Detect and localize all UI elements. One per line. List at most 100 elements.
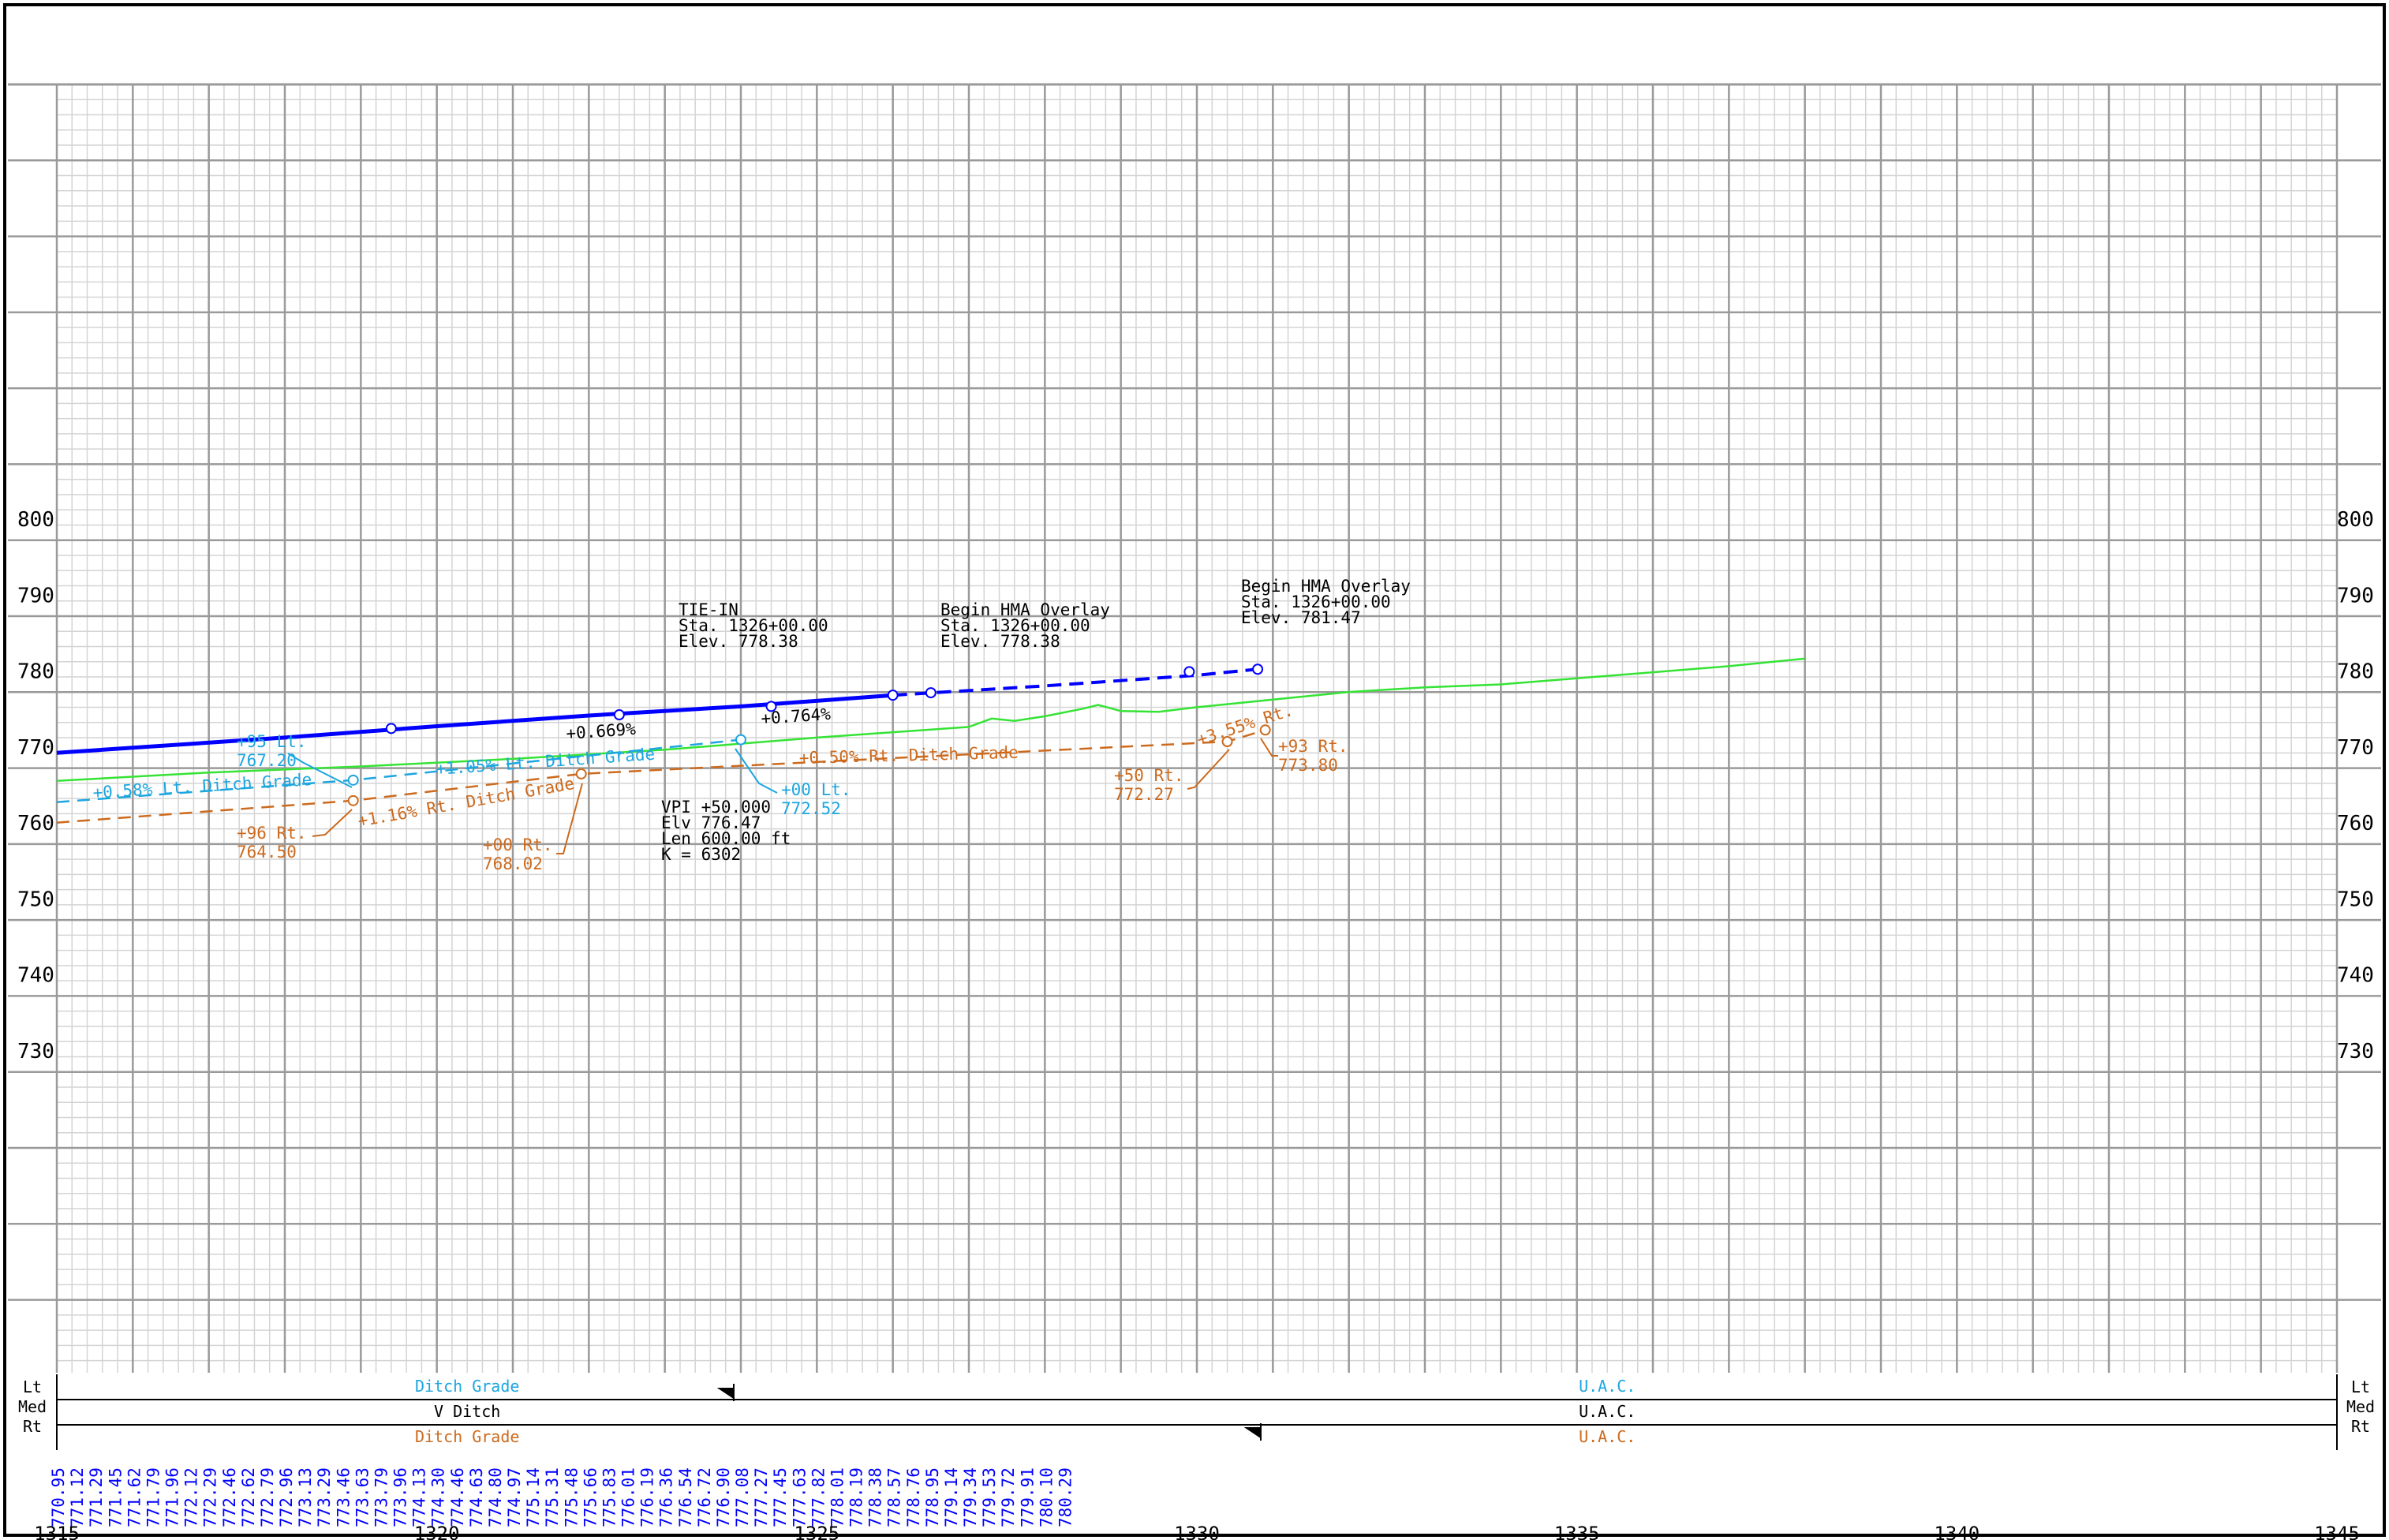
elevation-readout: 776.54 [676,1467,695,1527]
annotation-line: 772.27 [1114,785,1174,804]
elevation-readout: 773.96 [391,1467,410,1527]
y-tick-label-right: 770 [2337,736,2374,760]
annotation-leader [556,783,583,854]
x-tick-label: 1335 [1554,1523,1600,1540]
y-tick-label-right: 730 [2337,1040,2374,1063]
y-tick-label-left: 800 [17,508,54,532]
annotation: +50 Rt.772.27 [1114,766,1184,804]
proposed-overlay-line [892,667,1258,697]
elevation-readout: 777.82 [809,1467,828,1527]
ditch-table-entry: V Ditch [434,1402,500,1421]
x-tick-label: 1325 [794,1523,839,1540]
elevation-readout: 771.29 [87,1467,106,1527]
elevation-readout: 774.63 [467,1467,486,1527]
elevation-readout: 774.80 [486,1467,505,1527]
ditch-table-entry: Ditch Grade [415,1427,519,1446]
annotation-leaders [287,738,1278,854]
annotation-line: +50 Rt. [1114,766,1184,785]
ditch-table-entry: U.A.C. [1579,1402,1636,1421]
annotation: +0.669% [566,720,637,743]
y-axis-labels: 800 800 790 790 780 780 770 770 760 760 750 750 740 7… [17,508,2374,1063]
annotation-leader [312,809,353,837]
x-tick-label: 1345 [2314,1523,2360,1540]
elevation-readout: 779.72 [999,1467,1018,1527]
annotation-line: TIE-IN [679,600,738,619]
annotation-line: +96 Rt. [237,824,307,843]
annotation-line: 768.02 [483,854,543,873]
x-tick-label: 1330 [1174,1523,1220,1540]
y-tick-label-left: 740 [17,964,54,988]
grid [8,83,2381,1373]
elevation-readout: 779.14 [942,1467,961,1527]
elevation-readout: 780.10 [1037,1467,1056,1527]
annotation-line: +0.764% [761,705,832,728]
rt-ditch-marker [347,794,359,806]
lt-ditch-marker [347,774,359,786]
annotation-line: +1.05% Lt. Ditch Grade [436,745,656,779]
x-tick-label: 1315 [34,1523,80,1540]
elevation-readout: 775.31 [543,1467,562,1527]
annotation-line: +0.669% [566,720,637,743]
elevation-readout: 771.62 [125,1467,144,1527]
elevation-readout: 776.36 [657,1467,676,1527]
annotation: +95 Lt.767.20 [237,732,307,770]
elevation-readout: 775.83 [600,1467,619,1527]
y-tick-label-left: 780 [17,660,54,684]
ditch-row-label-right: Lt [2351,1377,2370,1396]
elevation-readout: 770.95 [49,1467,68,1527]
ditch-row-label-left: Lt [23,1377,42,1396]
ditch-row-label-left: Rt [23,1417,42,1436]
proposed-marker [385,723,397,734]
elevation-readout: 778.57 [885,1467,904,1527]
elevation-readout: 774.46 [448,1467,467,1527]
elevation-readout: 780.29 [1056,1467,1075,1527]
annotation-line: VPI +50.000 [661,798,771,817]
annotation-line: 772.52 [781,799,841,818]
elevation-readout: 778.19 [847,1467,866,1527]
elevation-readout: 777.08 [733,1467,752,1527]
ditch-row-label-right: Med [2346,1397,2375,1416]
y-tick-label-right: 740 [2337,964,2374,988]
annotation-line: Elev. 781.47 [1241,608,1361,627]
elevation-readout: 779.34 [961,1467,980,1527]
annotation: +00 Rt.768.02 [483,835,553,873]
annotation: +0.58% Lt. Ditch Grade [92,770,312,802]
profile-markers [347,663,1271,806]
y-tick-label-left: 790 [17,584,54,607]
rt-ditch-marker [575,768,587,779]
annotation-line: +00 Rt. [483,835,553,854]
ditch-table-entry: Ditch Grade [415,1377,519,1396]
y-tick-label-left: 770 [17,736,54,760]
elevation-readout: 778.01 [828,1467,847,1527]
annotation: +1.05% Lt. Ditch Grade [436,745,656,779]
elevation-readout: 778.38 [866,1467,885,1527]
sheet-border [3,3,2386,1537]
annotation-line: Sta. 1326+00.00 [940,616,1090,635]
annotation: +0.764% [761,705,832,728]
annotation-line: +95 Lt. [237,732,307,751]
annotation-line: Begin HMA Overlay [1241,577,1411,596]
y-tick-label-left: 760 [17,812,54,835]
elevation-readout: 773.46 [334,1467,353,1527]
elevation-readout: 776.90 [714,1467,733,1527]
annotation-line: Sta. 1326+00.00 [1241,592,1391,611]
annotation-line: Len 600.00 ft [661,829,791,848]
y-tick-label-right: 760 [2337,812,2374,835]
transition-flag-icon [716,1384,735,1401]
elevation-readout: 779.91 [1018,1467,1037,1527]
y-tick-label-left: 750 [17,888,54,911]
y-tick-label-right: 800 [2337,508,2374,532]
elevation-readout: 773.13 [296,1467,315,1527]
y-tick-label-right: 780 [2337,660,2374,684]
annotation-line: +0.58% Lt. Ditch Grade [92,770,312,802]
annotation-line: 767.20 [237,751,297,770]
annotation-line: 773.80 [1278,756,1338,775]
elevation-readout: 778.76 [904,1467,923,1527]
x-tick-label: 1320 [414,1523,460,1540]
elevation-readout: 772.79 [258,1467,277,1527]
elevation-readout: 772.62 [239,1467,258,1527]
annotation-leader [735,748,778,794]
